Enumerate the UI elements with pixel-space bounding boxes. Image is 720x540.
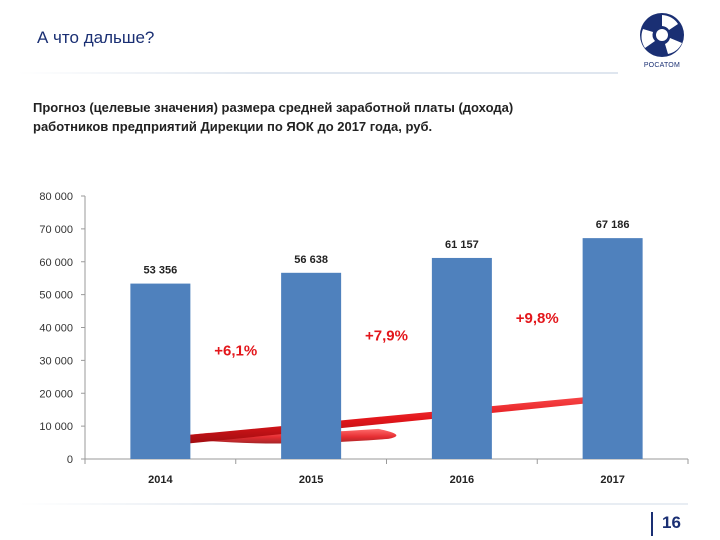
arrow-swoosh-body xyxy=(168,387,617,445)
chart-subtitle: Прогноз (целевые значения) размера средн… xyxy=(33,98,653,136)
growth-label: +9,8% xyxy=(516,310,559,327)
x-tick-label: 2017 xyxy=(600,474,624,486)
chart-bars xyxy=(130,238,643,459)
data-label: 56 638 xyxy=(294,254,328,266)
growth-label: +7,9% xyxy=(365,328,408,345)
bar-2017 xyxy=(582,238,643,459)
x-tick-label: 2014 xyxy=(148,474,173,486)
bar-2015 xyxy=(281,272,342,459)
x-tick-label: 2015 xyxy=(299,474,323,486)
atom-icon xyxy=(640,13,684,57)
page-number-divider xyxy=(651,512,653,536)
y-tick-label: 50 000 xyxy=(39,290,73,302)
y-tick-label: 0 xyxy=(67,454,73,466)
y-tick-label: 10 000 xyxy=(39,421,73,433)
data-label: 53 356 xyxy=(144,265,178,277)
footer-divider xyxy=(18,503,688,505)
y-tick-label: 20 000 xyxy=(39,388,73,400)
page-title: А что дальше? xyxy=(37,28,155,47)
y-tick-label: 70 000 xyxy=(39,224,73,236)
subtitle-line-2: работников предприятий Дирекции по ЯОК д… xyxy=(33,119,433,134)
y-tick-label: 30 000 xyxy=(39,355,73,367)
header-divider xyxy=(18,72,618,74)
x-tick-label: 2016 xyxy=(450,474,474,486)
growth-arrow xyxy=(168,387,617,445)
bar-2016 xyxy=(431,257,492,459)
y-tick-label: 40 000 xyxy=(39,323,73,335)
rosatom-logo: РОСАТОМ xyxy=(633,10,691,78)
bar-2014 xyxy=(130,283,191,459)
page-number: 16 xyxy=(662,513,681,532)
logo-text: РОСАТОМ xyxy=(643,62,681,69)
data-label: 67 186 xyxy=(596,219,630,231)
growth-label: +6,1% xyxy=(214,343,257,360)
y-tick-label: 60 000 xyxy=(39,257,73,269)
y-tick-label: 80 000 xyxy=(39,191,73,203)
subtitle-line-1: Прогноз (целевые значения) размера средн… xyxy=(33,100,514,115)
chart-labels: 53 356 2014 56 638 2015 61 157 2016 67 186 2017… xyxy=(144,219,630,486)
data-label: 61 157 xyxy=(445,239,479,251)
